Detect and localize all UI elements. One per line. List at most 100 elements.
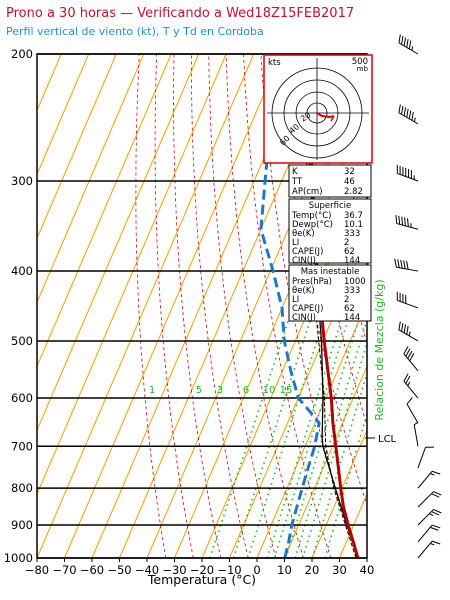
index-label: AP(cm) [292, 187, 323, 197]
wind-barb [398, 34, 419, 55]
chart-subtitle: Perfil vertical de viento (kt), T y Td e… [6, 25, 264, 38]
x-tick-label: −40 [135, 563, 159, 577]
chart-title: Prono a 30 horas — Verificando a Wed18Z1… [6, 6, 355, 21]
dry-adiabat-line [260, 54, 359, 558]
surface-label: LI [292, 238, 299, 248]
isotherm-line [37, 54, 117, 240]
unstable-label: θe(K) [292, 286, 315, 296]
wind-barb [395, 214, 419, 230]
index-value: 32 [344, 167, 355, 177]
wind-barb [394, 258, 419, 272]
y-axis-label: Relacion de Mezcla (g/kg) [373, 279, 386, 420]
hodograph-level-unit: mb [357, 65, 369, 73]
x-tick-label: 30 [332, 563, 347, 577]
y-tick-label: 600 [11, 391, 33, 405]
x-tick-label: −30 [162, 563, 186, 577]
x-tick-label: −80 [25, 563, 49, 577]
mixing-ratio-line [209, 270, 306, 558]
hodograph-level: 500 [352, 57, 368, 67]
x-tick-label: −20 [190, 563, 214, 577]
wind-barb [396, 291, 419, 309]
mixing-ratio-label: 10 [263, 385, 276, 396]
wind-barb [417, 524, 441, 543]
mixing-ratio-line [232, 270, 327, 558]
dry-adiabat-line [382, 54, 450, 558]
unstable-value: 144 [344, 313, 360, 323]
surface-value: 2 [344, 238, 349, 248]
hodograph-trace [316, 112, 335, 119]
hodograph-frame [263, 54, 373, 164]
dry-adiabat-line [417, 54, 450, 558]
surface-header: Superficie [309, 201, 352, 211]
hodograph-ring [295, 91, 339, 135]
unstable-value: 62 [344, 304, 355, 314]
wind-barb [398, 321, 419, 342]
lcl-label: LCL [378, 434, 397, 445]
wind-barb [417, 540, 441, 559]
surface-box [288, 198, 372, 264]
isotherm-line [37, 54, 145, 304]
hodograph-ring [271, 67, 363, 159]
mixing-ratio-label: 3 [217, 385, 223, 396]
index-value: 2.82 [344, 187, 363, 197]
mixing-ratio-line [285, 289, 367, 558]
wind-barb [417, 446, 435, 469]
y-tick-label: 500 [11, 334, 33, 348]
index-label: K [292, 167, 298, 177]
x-tick-label: 10 [277, 563, 292, 577]
surface-value: 144 [344, 256, 360, 266]
mixing-ratio-line [247, 270, 340, 558]
surface-label: θe(K) [292, 229, 315, 239]
hodograph-ring [306, 102, 328, 124]
wind-barb [417, 470, 441, 489]
unstable-label: LI [292, 295, 299, 305]
x-tick-label: −50 [107, 563, 131, 577]
surface-value: 10.1 [344, 220, 363, 230]
hodograph-trace [330, 115, 335, 122]
isotherm-line [37, 54, 227, 496]
mixing-ratio-line [311, 370, 367, 558]
y-tick-label: 800 [11, 481, 33, 495]
x-tick-label: 40 [360, 563, 375, 577]
surface-value: 333 [344, 229, 360, 239]
surface-value: 62 [344, 247, 355, 257]
index-label: TT [291, 177, 303, 187]
isotherm-line [311, 428, 367, 558]
y-tick-label: 900 [11, 518, 33, 532]
x-tick-label: 20 [305, 563, 320, 577]
mixing-ratio-line [273, 270, 364, 558]
unstable-label: CAPE(J) [292, 304, 323, 314]
unstable-label: CIN(J) [292, 313, 316, 323]
mixing-ratio-line [301, 340, 367, 558]
isotherm-line [64, 54, 282, 558]
isotherm-line [37, 54, 90, 176]
wind-barb [396, 164, 419, 182]
dry-adiabat-line [154, 54, 194, 558]
mixing-ratio-label: 5 [196, 385, 202, 396]
y-tick-label: 300 [11, 174, 33, 188]
isotherm-line [284, 364, 367, 558]
mixing-ratio-label: 1 [149, 385, 155, 396]
mixing-ratio-label: 6 [243, 385, 249, 396]
unstable-value: 1000 [344, 277, 366, 287]
wind-barb [417, 508, 442, 526]
mixing-ratio-line [294, 317, 367, 558]
x-tick-label: −10 [217, 563, 241, 577]
dry-adiabat-line [173, 54, 222, 558]
mixing-ratio-label: 15 [280, 385, 293, 396]
x-tick-label: 0 [253, 563, 260, 577]
isotherm-line [37, 54, 172, 368]
dry-adiabat-line [400, 54, 450, 558]
y-tick-label: 700 [11, 439, 33, 453]
surface-label: CAPE(J) [292, 247, 323, 257]
mixing-ratio-line [266, 270, 358, 558]
indices-box [288, 164, 372, 198]
y-tick-label: 200 [11, 47, 33, 61]
wind-barb [403, 346, 419, 372]
unstable-value: 333 [344, 286, 360, 296]
hodograph-unit: kts [268, 58, 281, 68]
unstable-value: 2 [344, 295, 349, 305]
